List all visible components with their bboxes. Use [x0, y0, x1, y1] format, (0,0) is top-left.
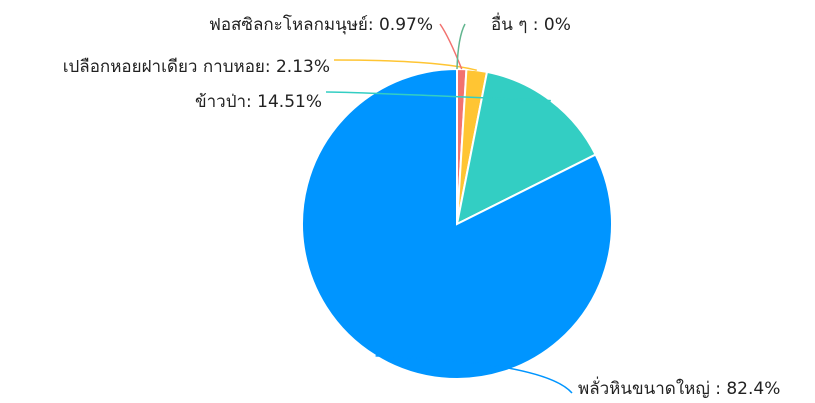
slice-label-3: เปลือกหอยฝาเดียว กาบหอย: 2.13% [63, 57, 330, 77]
leader-line-3 [333, 59, 477, 71]
slice-label-4: ฟอสซิลกะโหลกมนุษย์: 0.97% [209, 14, 433, 35]
leader-line-4 [439, 23, 463, 70]
slice-label-2: ข้าวป่า: 14.51% [195, 92, 322, 112]
slice-label-1: พลั่วหินขนาดใหญ่ : 82.4% [578, 376, 780, 399]
leader-line-1 [375, 355, 573, 394]
leader-line-5 [456, 23, 466, 70]
pie-slice-1[interactable] [301, 67, 613, 380]
leader-line-2 [325, 91, 551, 102]
slice-label-5: อื่น ๆ : 0% [491, 12, 571, 35]
